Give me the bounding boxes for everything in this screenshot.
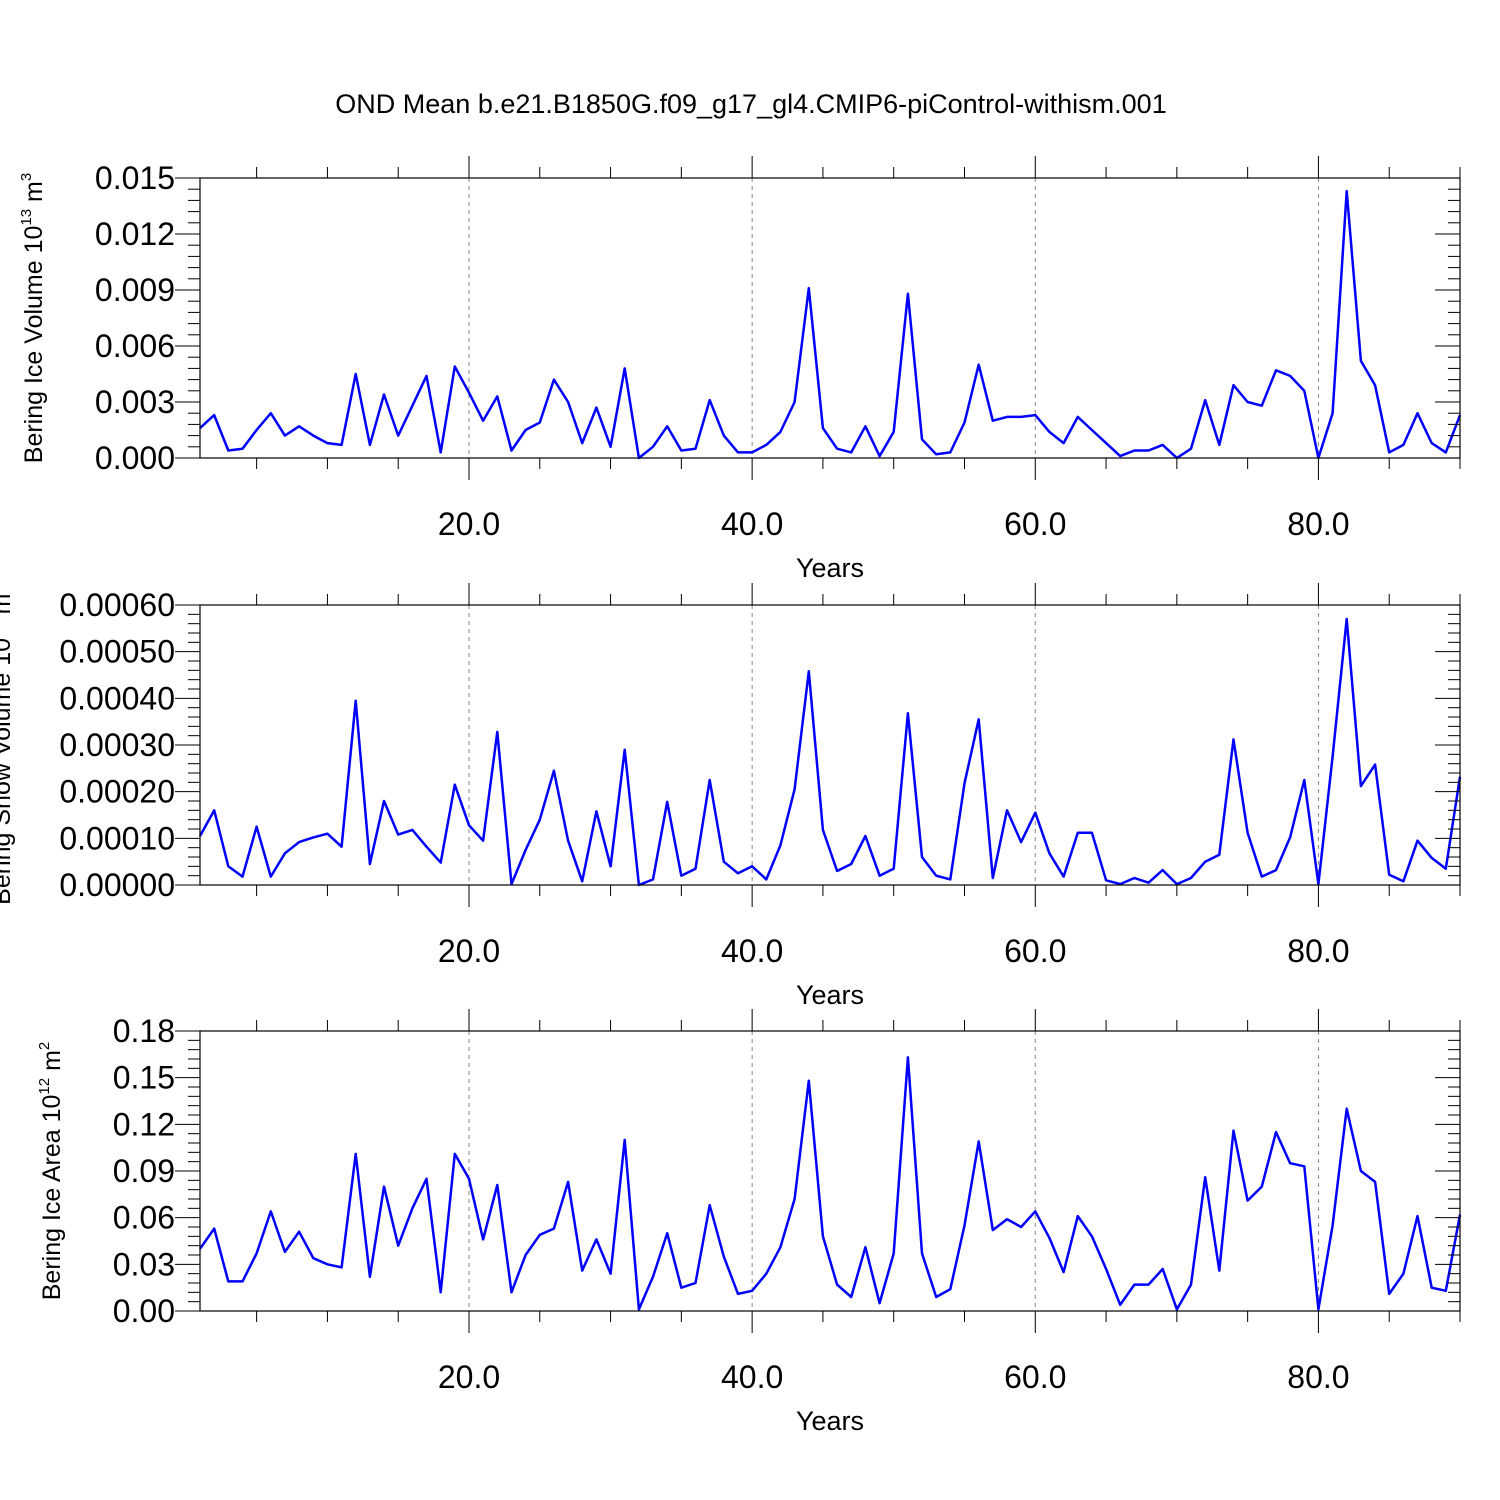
y-tick-label: 0.18 [113,1013,175,1049]
data-line [199,189,1462,460]
panel-1: 20.0 40.0 60.0 80.0 0.000 0.003 0.006 0.009 0.01… [18,156,1462,583]
x-axis-label: Years [796,553,864,583]
y-tick-label: 0.00040 [59,680,175,716]
y-label-superscript: 3 [18,173,35,181]
y-tick-label: 0.00 [113,1293,175,1329]
x-tick-label: 20.0 [438,506,500,542]
y-label-superscript: 12 [36,1078,53,1095]
y-tick-label: 0.12 [113,1106,175,1142]
x-tick-label: 20.0 [438,933,500,969]
panels: 20.0 40.0 60.0 80.00.0000.0030.0060.0090.01… [0,156,1462,1436]
x-tick-label: 40.0 [721,933,783,969]
x-tick-label: 80.0 [1287,933,1349,969]
panel-2: 20.0 40.0 60.0 80.0 0.00000 0.00010 0.00020 0.0… [0,583,1462,1010]
data-line [198,617,1462,887]
x-tick-label: 80.0 [1287,506,1349,542]
y-tick-label: 0.09 [113,1153,175,1189]
panel-3: 20.0 40.0 60.0 80.0 0.00 0.03 0.06 0.09 0.12 0.15… [36,1009,1462,1436]
y-tick-label: 0.00010 [59,820,175,856]
y-tick-label: 0.15 [113,1060,175,1096]
y-label-part: Bering Ice Area 10 [38,1095,66,1301]
y-tick-label: 0.009 [95,272,175,308]
y-label-superscript: 3 [0,585,3,593]
x-tick-label: 80.0 [1287,1359,1349,1395]
x-tick-label: 60.0 [1004,506,1066,542]
y-axis-label: Bering Ice Area 1012 m2 [36,1042,66,1301]
y-tick-label: 0.06 [113,1200,175,1236]
y-tick-label: 0.03 [113,1246,175,1282]
x-tick-label: 40.0 [721,506,783,542]
data-line [198,1056,1462,1311]
x-tick-label: 20.0 [438,1359,500,1395]
y-label-part: m [38,1050,66,1078]
plot-frame [199,604,1461,886]
y-label-superscript: 13 [0,621,3,638]
x-axis-label: Years [796,980,864,1010]
y-tick-label: 0.00050 [59,634,175,670]
y-label-part: m [20,181,48,209]
y-label-part: m [0,594,16,622]
y-label-part: Bering Ice Volume 10 [20,226,48,464]
y-tick-label: 0.015 [95,160,175,196]
plot-frame [199,177,1461,459]
y-tick-label: 0.012 [95,216,175,252]
y-tick-label: 0.00020 [59,774,175,810]
y-tick-label: 0.00000 [59,867,175,903]
y-tick-label: 0.000 [95,440,175,476]
y-label-superscript: 13 [18,209,35,226]
y-tick-label: 0.006 [95,328,175,364]
plot-frame [199,1030,1461,1312]
x-tick-label: 40.0 [721,1359,783,1395]
y-axis-label: Bering Snow Volume 1013 m3 [0,585,16,905]
y-tick-label: 0.00060 [59,587,175,623]
y-label-part: Bering Snow Volume 10 [0,638,16,905]
chart-title: OND Mean b.e21.B1850G.f09_g17_gl4.CMIP6-… [335,89,1166,119]
y-tick-label: 0.003 [95,384,175,420]
x-tick-label: 60.0 [1004,1359,1066,1395]
x-tick-label: 60.0 [1004,933,1066,969]
y-tick-label: 0.00030 [59,727,175,763]
y-label-superscript: 2 [36,1042,53,1050]
x-axis-label: Years [796,1406,864,1436]
y-axis-label: Bering Ice Volume 1013 m3 [18,173,48,463]
